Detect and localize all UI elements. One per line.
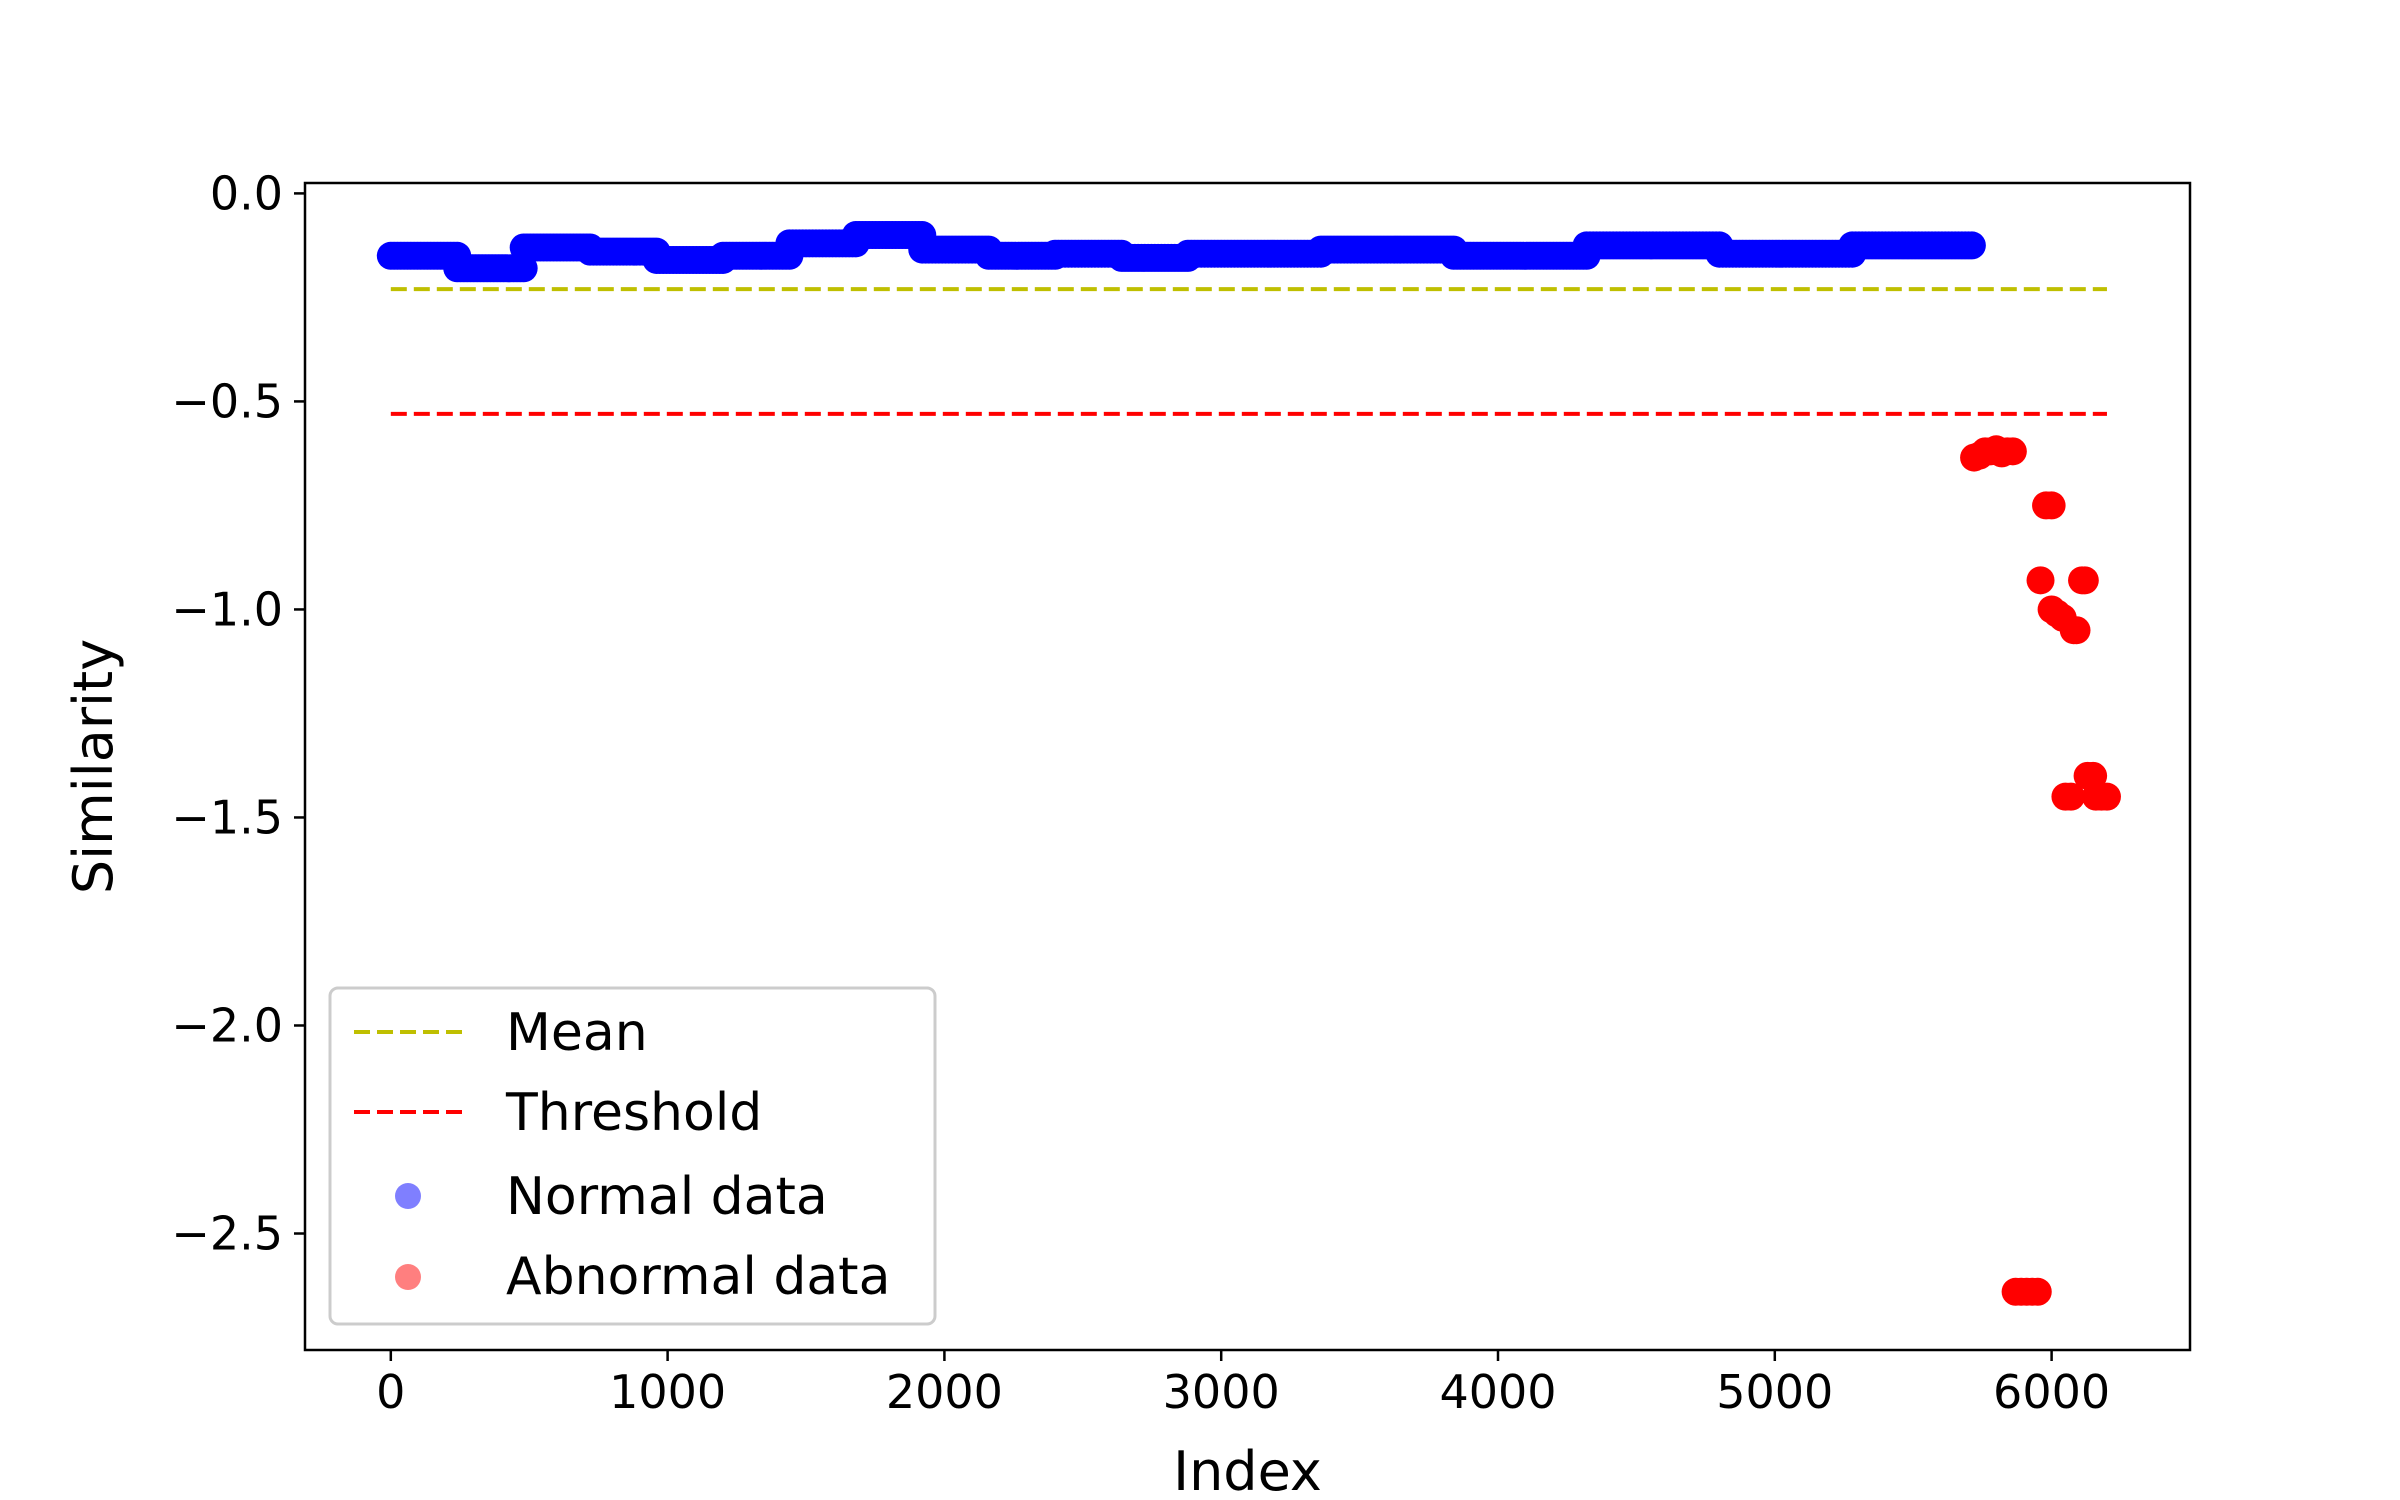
x-tick-label: 2000 <box>886 1365 1003 1419</box>
legend-abnormal-label: Abnormal data <box>506 1247 890 1307</box>
x-tick-label: 5000 <box>1716 1365 1833 1419</box>
abnormal-data-point <box>2023 1277 2052 1306</box>
abnormal-data-point <box>2070 566 2099 595</box>
abnormal-data-point <box>2056 782 2085 811</box>
y-axis-ticks: 0.0 −0.5 −1.0 −1.5 −2.0 −2.5 <box>171 166 305 1261</box>
y-tick-label: 0.0 <box>210 166 283 220</box>
abnormal-data-point <box>1998 437 2027 466</box>
legend-abnormal-swatch <box>395 1264 421 1290</box>
abnormal-data-point <box>2026 566 2055 595</box>
x-tick-label: 3000 <box>1163 1365 1280 1419</box>
legend-threshold-label: Threshold <box>505 1083 762 1143</box>
x-axis-ticks: 0 1000 2000 3000 4000 5000 6000 <box>376 1350 2110 1419</box>
abnormal-data-point <box>2062 616 2091 645</box>
y-axis-label: Similarity <box>62 639 125 894</box>
legend: Mean Threshold Normal data Abnormal data <box>328 986 937 1326</box>
x-tick-label: 0 <box>376 1365 405 1419</box>
y-tick-label: −1.0 <box>171 582 283 636</box>
x-tick-label: 1000 <box>609 1365 726 1419</box>
plot-frame <box>303 181 2192 1352</box>
x-tick-label: 4000 <box>1439 1365 1556 1419</box>
y-tick-label: −1.5 <box>171 790 283 844</box>
abnormal-data-point <box>2092 782 2121 811</box>
y-tick-label: −2.0 <box>171 998 283 1052</box>
data-points <box>376 221 2121 1306</box>
legend-normal-label: Normal data <box>506 1167 828 1227</box>
x-axis-label: Index <box>1173 1440 1322 1500</box>
normal-data-point <box>1957 231 1986 260</box>
legend-box <box>328 986 937 1326</box>
legend-mean-label: Mean <box>506 1003 648 1063</box>
x-tick-label: 6000 <box>1993 1365 2110 1419</box>
legend-normal-swatch <box>395 1183 421 1209</box>
y-tick-label: −0.5 <box>171 374 283 428</box>
reference-lines <box>390 287 2107 416</box>
abnormal-data-point <box>2037 491 2066 520</box>
y-tick-label: −2.5 <box>171 1207 283 1261</box>
